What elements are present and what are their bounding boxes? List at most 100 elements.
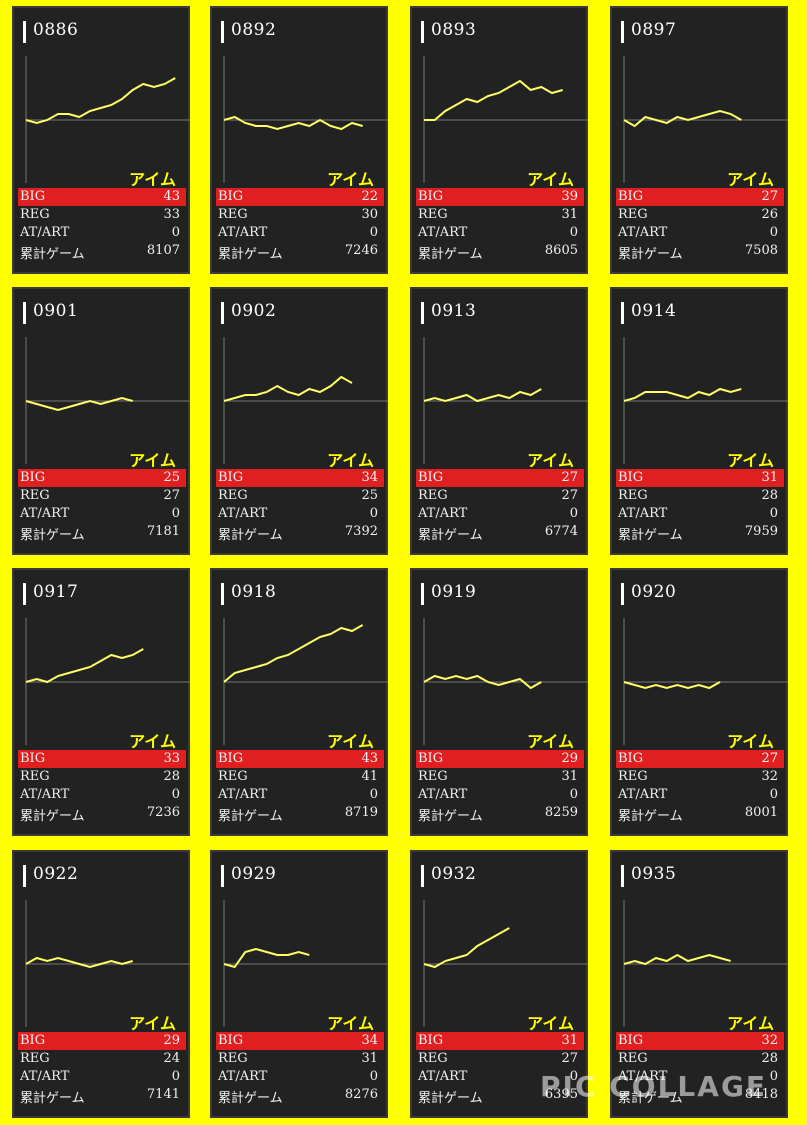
big-count: 31 (561, 1033, 578, 1048)
slump-graph (25, 56, 190, 183)
at-label: AT/ART (618, 225, 668, 240)
reg-row: REG 32 (616, 768, 784, 786)
machine-card-0919[interactable]: 0919 アイム BIG 29 REG 31 AT/ART 0 累計ゲーム 8259 (410, 568, 588, 836)
total-games-label: 累計ゲーム (218, 1091, 283, 1106)
big-label: BIG (418, 470, 444, 485)
total-games-row: 累計ゲーム 6774 (416, 523, 584, 543)
slump-graph (223, 900, 388, 1027)
reg-row: REG 30 (216, 206, 384, 224)
at-count: 0 (369, 225, 378, 240)
at-label: AT/ART (418, 225, 468, 240)
machine-name: アイム (727, 1014, 774, 1033)
at-label: AT/ART (20, 1069, 70, 1084)
machine-card-0935[interactable]: 0935 アイム BIG 32 REG 28 AT/ART 0 累計ゲーム 8418 (610, 850, 788, 1118)
machine-number: 0901 (33, 301, 79, 321)
machine-card-0913[interactable]: 0913 アイム BIG 27 REG 27 AT/ART 0 累計ゲーム 6774 (410, 287, 588, 555)
big-count: 33 (163, 751, 180, 766)
big-count: 22 (361, 189, 378, 204)
big-row: BIG 25 (18, 469, 186, 487)
big-count: 29 (561, 751, 578, 766)
reg-row: REG 25 (216, 487, 384, 505)
at-label: AT/ART (20, 225, 70, 240)
total-games-row: 累計ゲーム 8107 (18, 242, 186, 262)
machine-card-0917[interactable]: 0917 アイム BIG 33 REG 28 AT/ART 0 累計ゲーム 7236 (12, 568, 190, 836)
trend-line (25, 956, 133, 969)
at-row: AT/ART 0 (416, 786, 584, 804)
machine-name: アイム (129, 170, 176, 189)
total-games-row: 累計ゲーム 7246 (216, 242, 384, 262)
machine-card-0932[interactable]: 0932 アイム BIG 31 REG 27 AT/ART 0 累計ゲーム 6395 (410, 850, 588, 1118)
trend-line (423, 388, 542, 403)
total-games-row: 累計ゲーム 8605 (416, 242, 584, 262)
machine-card-0893[interactable]: 0893 アイム BIG 39 REG 31 AT/ART 0 累計ゲーム 8605 (410, 6, 588, 274)
machine-card-0897[interactable]: 0897 アイム BIG 27 REG 26 AT/ART 0 累計ゲーム 7508 (610, 6, 788, 274)
total-games-count: 8107 (146, 243, 180, 258)
machine-number: 0914 (631, 301, 677, 321)
trend-line (25, 396, 133, 412)
machine-name: アイム (129, 732, 176, 751)
reg-label: REG (418, 769, 448, 784)
total-games-count: 8418 (744, 1087, 778, 1102)
machine-number: 0913 (431, 301, 477, 321)
total-games-count: 8259 (544, 805, 578, 820)
slump-graph (223, 618, 388, 745)
slump-graph (623, 56, 788, 183)
id-marker (621, 583, 624, 605)
total-games-label: 累計ゲーム (618, 247, 683, 262)
big-row: BIG 29 (18, 1032, 186, 1050)
machine-number: 0897 (631, 20, 677, 40)
at-row: AT/ART 0 (216, 786, 384, 804)
machine-card-0929[interactable]: 0929 アイム BIG 34 REG 31 AT/ART 0 累計ゲーム 8276 (210, 850, 388, 1118)
at-row: AT/ART 0 (416, 1068, 584, 1086)
big-count: 25 (163, 470, 180, 485)
total-games-label: 累計ゲーム (618, 528, 683, 543)
at-label: AT/ART (20, 787, 70, 802)
big-row: BIG 31 (616, 469, 784, 487)
big-count: 29 (163, 1033, 180, 1048)
big-row: BIG 27 (616, 750, 784, 768)
total-games-count: 8719 (344, 805, 378, 820)
reg-count: 26 (761, 207, 778, 222)
total-games-count: 7959 (744, 524, 778, 539)
at-label: AT/ART (418, 506, 468, 521)
big-label: BIG (418, 189, 444, 204)
slump-graph (623, 337, 788, 464)
machine-card-0922[interactable]: 0922 アイム BIG 29 REG 24 AT/ART 0 累計ゲーム 7141 (12, 850, 190, 1118)
big-label: BIG (618, 1033, 644, 1048)
slump-graph (25, 337, 190, 464)
at-row: AT/ART 0 (18, 224, 186, 242)
at-label: AT/ART (618, 506, 668, 521)
big-label: BIG (418, 751, 444, 766)
at-label: AT/ART (20, 506, 70, 521)
big-row: BIG 22 (216, 188, 384, 206)
slump-graph (25, 900, 190, 1027)
trend-line (25, 77, 176, 125)
big-count: 39 (561, 189, 578, 204)
at-count: 0 (171, 506, 180, 521)
machine-name: アイム (527, 1014, 574, 1033)
big-label: BIG (218, 470, 244, 485)
machine-card-0902[interactable]: 0902 アイム BIG 34 REG 25 AT/ART 0 累計ゲーム 7392 (210, 287, 388, 555)
reg-label: REG (418, 1051, 448, 1066)
machine-card-0918[interactable]: 0918 アイム BIG 43 REG 41 AT/ART 0 累計ゲーム 8719 (210, 568, 388, 836)
at-row: AT/ART 0 (18, 1068, 186, 1086)
id-marker (421, 302, 424, 324)
machine-card-0914[interactable]: 0914 アイム BIG 31 REG 28 AT/ART 0 累計ゲーム 7959 (610, 287, 788, 555)
machine-card-0892[interactable]: 0892 アイム BIG 22 REG 30 AT/ART 0 累計ゲーム 7246 (210, 6, 388, 274)
reg-label: REG (218, 488, 248, 503)
machine-name: アイム (129, 451, 176, 470)
big-label: BIG (218, 189, 244, 204)
at-count: 0 (569, 506, 578, 521)
machine-card-0920[interactable]: 0920 アイム BIG 27 REG 32 AT/ART 0 累計ゲーム 8001 (610, 568, 788, 836)
reg-label: REG (20, 207, 50, 222)
reg-row: REG 27 (416, 487, 584, 505)
reg-row: REG 31 (416, 768, 584, 786)
total-games-count: 6395 (544, 1087, 578, 1102)
at-label: AT/ART (618, 1069, 668, 1084)
machine-card-0886[interactable]: 0886 アイム BIG 43 REG 33 AT/ART 0 累計ゲーム 8107 (12, 6, 190, 274)
reg-row: REG 28 (18, 768, 186, 786)
reg-count: 33 (163, 207, 180, 222)
trend-line (623, 953, 731, 966)
big-count: 27 (761, 189, 778, 204)
machine-card-0901[interactable]: 0901 アイム BIG 25 REG 27 AT/ART 0 累計ゲーム 7181 (12, 287, 190, 555)
